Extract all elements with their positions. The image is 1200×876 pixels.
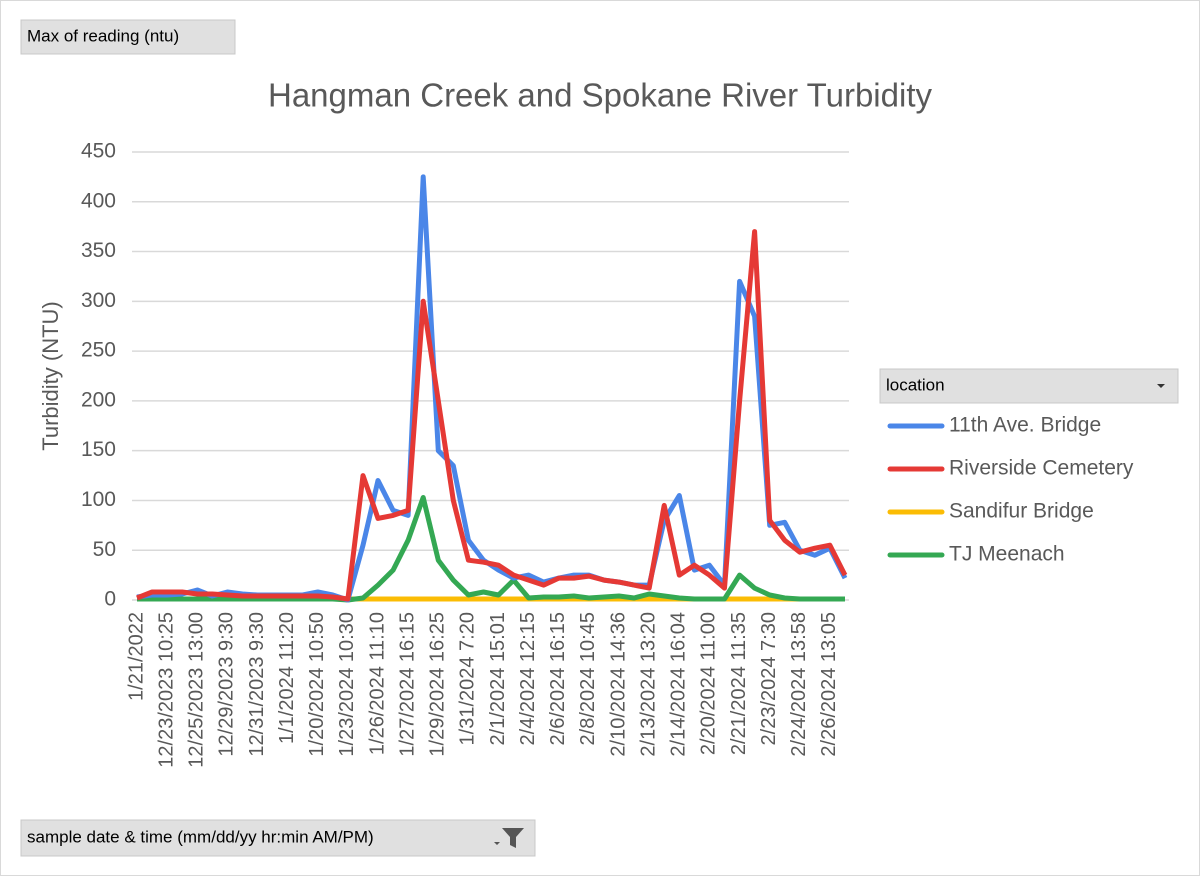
y-tick-label: 400: [81, 189, 116, 212]
y-tick-label: 0: [104, 588, 116, 611]
x-tick-label: 1/23/2024 10:30: [336, 612, 358, 757]
filter-icon: [494, 828, 524, 848]
legend-label: Riverside Cemetery: [949, 457, 1134, 480]
series-line: [136, 229, 848, 602]
x-tick-label: 1/31/2024 7:20: [457, 612, 479, 745]
legend-label: TJ Meenach: [949, 543, 1065, 566]
x-tick-label: 2/10/2024 14:36: [607, 612, 629, 757]
value-field-button[interactable]: [20, 19, 236, 55]
legend-label: 11th Ave. Bridge: [949, 414, 1101, 437]
axis-field-button[interactable]: [20, 819, 536, 857]
x-tick-label: 2/21/2024 11:35: [728, 612, 750, 755]
x-tick-label: 2/13/2024 13:20: [637, 612, 659, 757]
y-tick-label: 250: [81, 339, 116, 362]
value-field-label: Max of reading (ntu): [27, 26, 179, 45]
x-tick-label: 1/21/2022: [125, 612, 147, 701]
y-tick-label: 150: [81, 438, 116, 461]
dropdown-arrow: [1157, 384, 1165, 388]
x-tick-label: 12/31/2023 9:30: [246, 612, 268, 757]
x-tick-label: 12/29/2023 9:30: [216, 612, 238, 757]
axis-field-label: sample date & time (mm/dd/yy hr:min AM/P…: [27, 827, 374, 846]
x-tick-label: 2/23/2024 7:30: [758, 612, 780, 745]
x-tick-label: 1/26/2024 11:10: [366, 612, 388, 755]
x-tick-label: 2/26/2024 13:05: [818, 612, 840, 757]
x-tick-label: 1/27/2024 16:15: [396, 612, 418, 757]
x-tick-label: 1/1/2024 11:20: [276, 612, 298, 744]
x-tick-label: 12/23/2023 10:25: [155, 612, 177, 768]
x-tick-label: 1/29/2024 16:25: [427, 612, 449, 757]
x-tick-label: 12/25/2023 13:00: [186, 612, 208, 768]
y-tick-label: 300: [81, 289, 116, 312]
legend-title: location: [886, 375, 945, 394]
y-tick-label: 200: [81, 388, 116, 411]
chart-title: Hangman Creek and Spokane River Turbidit…: [268, 77, 933, 114]
x-tick-label: 2/4/2024 12:15: [517, 612, 539, 745]
x-tick-label: 2/20/2024 11:00: [698, 612, 720, 755]
x-tick-label: 2/24/2024 13:58: [788, 612, 810, 757]
x-tick-label: 2/1/2024 15:01: [487, 612, 509, 745]
y-tick-label: 350: [81, 239, 116, 262]
x-tick-label: 1/20/2024 10:50: [306, 612, 328, 757]
x-tick-label: 2/8/2024 10:45: [577, 612, 599, 745]
series-line: [137, 495, 845, 603]
x-tick-label: 2/6/2024 16:15: [547, 612, 569, 745]
legend-field-button[interactable]: [879, 368, 1179, 404]
legend-label: Sandifur Bridge: [949, 500, 1094, 523]
x-tick-label: 2/14/2024 16:04: [668, 612, 690, 757]
y-axis-label: Turbidity (NTU): [38, 301, 63, 451]
y-tick-label: 100: [81, 488, 116, 511]
y-tick-label: 50: [93, 538, 116, 561]
y-tick-label: 450: [81, 140, 116, 163]
